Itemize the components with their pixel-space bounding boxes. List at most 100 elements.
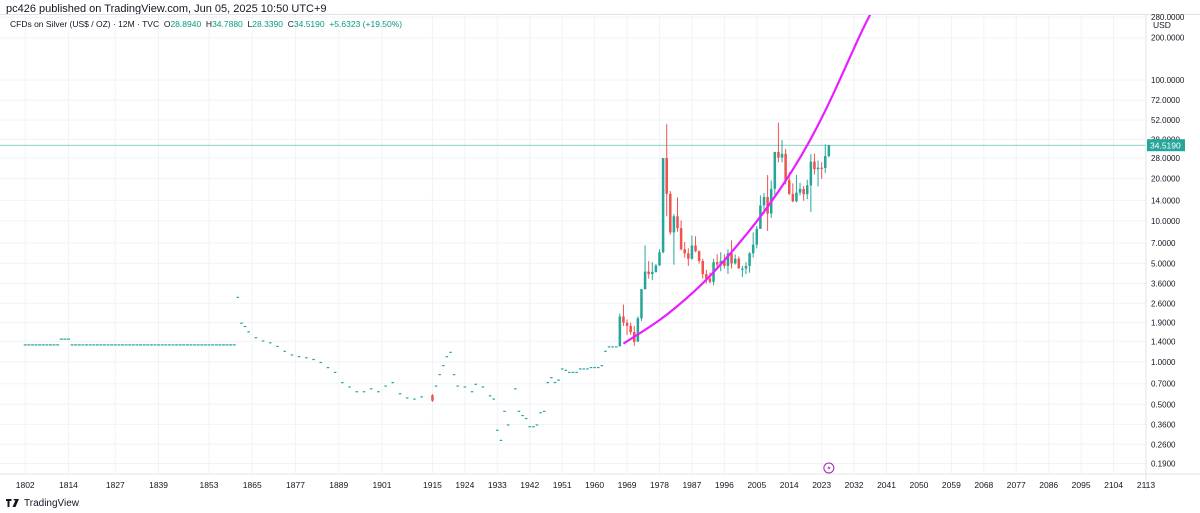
candle-body	[640, 289, 643, 319]
candle-body	[297, 356, 301, 358]
candle-body	[499, 439, 503, 441]
x-tick-label: 1814	[59, 480, 78, 490]
legend-high-label: H	[205, 19, 213, 29]
y-tick-label: 100.0000	[1151, 76, 1185, 85]
x-tick-label: 2113	[1137, 480, 1156, 490]
candle-body	[319, 361, 322, 364]
y-tick-label: 14.0000	[1151, 196, 1180, 205]
y-tick-label: 0.2600	[1151, 440, 1176, 449]
legend-open-label: O	[163, 19, 171, 29]
candle-body	[333, 371, 337, 374]
y-tick-label: 10.0000	[1151, 217, 1180, 226]
candle-body	[542, 410, 546, 412]
x-tick-label: 1978	[650, 480, 669, 490]
candle-body	[431, 395, 434, 401]
candle-body	[802, 188, 805, 195]
x-tick-label: 2077	[1007, 480, 1026, 490]
candle-body	[442, 365, 445, 367]
x-tick-label: 2104	[1104, 480, 1123, 490]
candle-body	[391, 381, 395, 384]
legend-close-label: C	[287, 19, 294, 29]
y-tick-label: 1.9000	[1151, 319, 1176, 328]
candle-body	[733, 258, 737, 264]
candle-body	[798, 188, 802, 193]
y-tick-label: 28.0000	[1151, 154, 1180, 163]
x-tick-label: 1951	[553, 480, 572, 490]
legend-low: 28.3390	[252, 19, 283, 29]
candle-body	[755, 228, 759, 245]
candle-body	[355, 391, 359, 393]
candle-body	[600, 365, 604, 367]
candle-body	[362, 391, 366, 393]
legend-high: 34.7880	[212, 19, 243, 29]
candle-body	[737, 258, 741, 269]
x-tick-label: 1877	[286, 480, 305, 490]
legend-symbol: CFDs on Silver (US$ / OZ) · 12M · TVC	[10, 19, 160, 29]
candle-body	[751, 244, 755, 254]
chart-legend: CFDs on Silver (US$ / OZ) · 12M · TVC O 2…	[10, 19, 402, 29]
x-tick-label: 1915	[423, 480, 442, 490]
legend-change: +5.6323 (+19.50%)	[329, 19, 403, 29]
y-tick-label: 52.0000	[1151, 116, 1180, 125]
footer-brand[interactable]: TradingView	[6, 498, 79, 509]
candle-body	[625, 322, 629, 326]
x-tick-label: 2005	[747, 480, 766, 490]
candle-body	[614, 346, 618, 348]
y-tick-label: 5.0000	[1151, 259, 1176, 268]
candle-body	[586, 368, 589, 370]
candle-body	[503, 410, 506, 412]
candle-body	[481, 386, 485, 388]
candle-body	[820, 167, 823, 169]
candle-body	[809, 161, 813, 186]
grid-layer	[0, 15, 1147, 474]
candle-body	[575, 371, 578, 374]
candle-body	[690, 245, 694, 259]
candle-body	[773, 151, 777, 189]
candle-body	[514, 388, 517, 390]
candle-body	[398, 393, 402, 395]
x-tick-label: 1839	[149, 480, 168, 490]
x-tick-label: 2050	[910, 480, 929, 490]
candle-body	[546, 381, 550, 384]
candle-body	[463, 386, 467, 388]
x-tick-label: 1960	[585, 480, 604, 490]
candle-body	[748, 253, 751, 266]
candle-body	[449, 351, 452, 353]
candle-body	[535, 424, 539, 426]
legend-low-label: L	[247, 19, 253, 29]
chart-frame	[0, 14, 1200, 491]
candle-body	[557, 379, 560, 381]
candle-body	[636, 318, 640, 342]
candle-body	[524, 417, 528, 420]
candle-body	[326, 366, 330, 369]
x-tick-label: 2086	[1039, 480, 1058, 490]
candle-body	[276, 345, 279, 348]
candle-body	[456, 385, 459, 387]
candle-body	[236, 296, 240, 298]
candle-body	[607, 346, 611, 348]
candle-body	[708, 278, 712, 282]
candle-body	[240, 322, 243, 324]
candle-body	[715, 262, 719, 265]
candle-body	[539, 412, 542, 414]
candle-body	[247, 331, 250, 333]
candle-body	[618, 316, 622, 347]
candle-body	[571, 371, 575, 374]
candle-body	[405, 397, 409, 399]
y-tick-label: 280.0000	[1151, 13, 1185, 22]
candle-body	[679, 228, 683, 250]
x-tick-label: 2014	[780, 480, 799, 490]
axis-layer: 0.1900 0.2600 0.3600 0.5000 0.7000 1.0000 1.40…	[0, 13, 1200, 490]
x-tick-label: 1969	[618, 480, 637, 490]
candle-body	[622, 316, 625, 323]
candle-body	[647, 271, 650, 275]
candle-body	[651, 271, 654, 275]
candle-body	[243, 325, 247, 328]
y-tick-label: 0.7000	[1151, 380, 1176, 389]
candle-body	[564, 369, 568, 371]
candle-body	[795, 192, 798, 202]
x-tick-label: 1827	[106, 480, 125, 490]
candle-body	[290, 354, 294, 356]
currency-label[interactable]: USD	[1153, 20, 1171, 30]
